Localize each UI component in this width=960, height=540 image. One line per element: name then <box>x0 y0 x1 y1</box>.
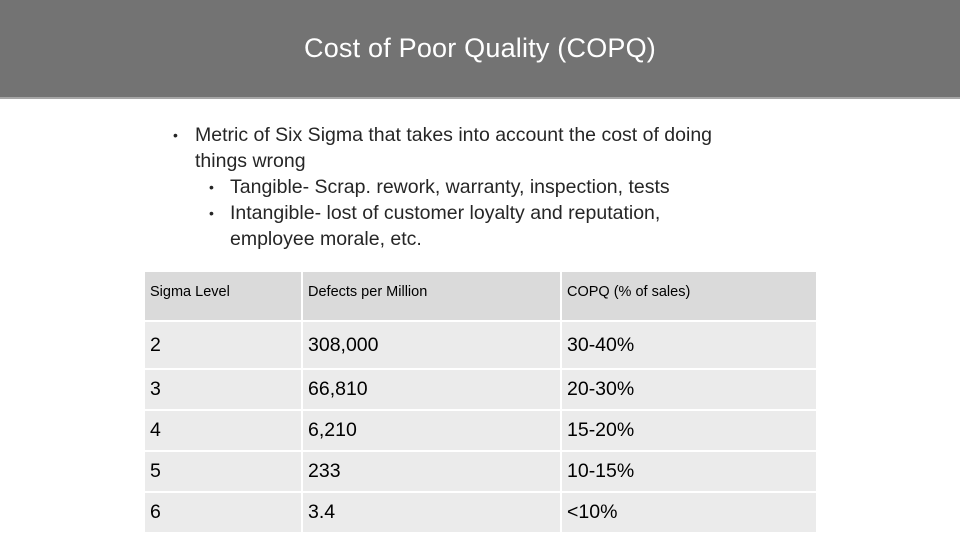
title-bar: Cost of Poor Quality (COPQ) <box>0 0 960 99</box>
sigma-level-cell: 5 <box>145 451 303 493</box>
bullet-main-line2: things wrong <box>195 150 306 172</box>
bullet-intangible: • Intangible- lost of customer loyalty a… <box>172 200 812 252</box>
sigma-level-cell: 4 <box>145 410 303 452</box>
defects-cell: 3.4 <box>302 492 562 534</box>
table-row: 3 66,810 20-30% <box>145 369 816 411</box>
slide-title: Cost of Poor Quality (COPQ) <box>304 33 656 63</box>
bullet-dot-icon: • <box>209 179 214 195</box>
sigma-level-cell: 2 <box>145 321 303 370</box>
copq-cell: 15-20% <box>561 410 816 452</box>
header-defects-per-million: Defects per Million <box>302 272 562 322</box>
copq-cell: <10% <box>561 492 816 534</box>
table-row: 6 3.4 <10% <box>145 492 816 534</box>
sigma-level-cell: 3 <box>145 369 303 411</box>
copq-cell: 10-15% <box>561 451 816 493</box>
bullet-dot-icon: • <box>173 127 178 143</box>
copq-cell: 20-30% <box>561 369 816 411</box>
bullet-list: • Metric of Six Sigma that takes into ac… <box>172 122 812 252</box>
table-header-row: Sigma Level Defects per Million COPQ (% … <box>145 272 816 322</box>
copq-table: Sigma Level Defects per Million COPQ (% … <box>145 272 816 534</box>
bullet-tangible-text: Tangible- Scrap. rework, warranty, inspe… <box>230 176 670 198</box>
bullet-dot-icon: • <box>209 205 214 221</box>
header-copq: COPQ (% of sales) <box>561 272 816 322</box>
header-sigma-level: Sigma Level <box>145 272 303 322</box>
defects-cell: 233 <box>302 451 562 493</box>
defects-cell: 308,000 <box>302 321 562 370</box>
defects-cell: 6,210 <box>302 410 562 452</box>
table-row: 5 233 10-15% <box>145 451 816 493</box>
sigma-level-cell: 6 <box>145 492 303 534</box>
bullet-intangible-line2: employee morale, etc. <box>230 228 422 250</box>
copq-cell: 30-40% <box>561 321 816 370</box>
defects-cell: 66,810 <box>302 369 562 411</box>
table-row: 4 6,210 15-20% <box>145 410 816 452</box>
bullet-main: • Metric of Six Sigma that takes into ac… <box>172 122 812 174</box>
bullet-intangible-line1: Intangible- lost of customer loyalty and… <box>230 202 661 224</box>
table-row: 2 308,000 30-40% <box>145 321 816 370</box>
bullet-main-line1: Metric of Six Sigma that takes into acco… <box>195 124 713 146</box>
bullet-tangible: • Tangible- Scrap. rework, warranty, ins… <box>172 174 812 200</box>
